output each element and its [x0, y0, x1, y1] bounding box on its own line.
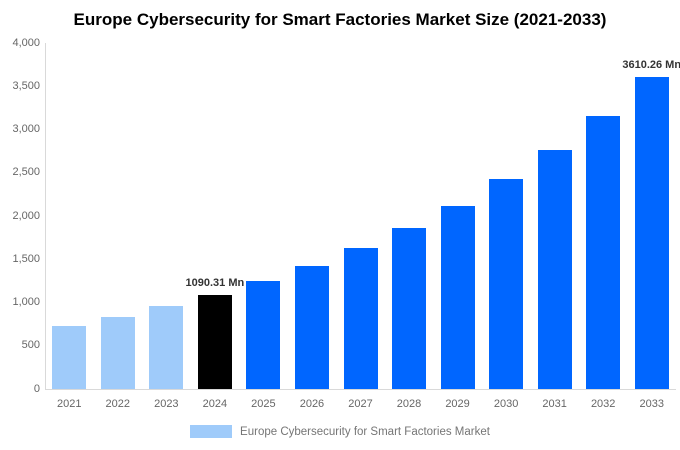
- y-axis-line: [45, 43, 46, 389]
- bar-2026[interactable]: [294, 266, 329, 389]
- x-tick-2027: 2027: [348, 398, 373, 410]
- y-tick-0: 0: [33, 382, 40, 395]
- bar-2021[interactable]: [52, 326, 87, 389]
- y-tick-2500: 2,500: [12, 166, 40, 179]
- x-axis-line: [45, 389, 676, 390]
- x-tick-2026: 2026: [299, 398, 325, 410]
- legend-label: Europe Cybersecurity for Smart Factories…: [240, 425, 490, 438]
- x-tick-2022: 2022: [105, 398, 131, 410]
- x-tick-2033: 2033: [639, 398, 664, 410]
- bar-2029[interactable]: [440, 206, 475, 389]
- bar-2024[interactable]: [197, 295, 232, 389]
- bar-2032[interactable]: [586, 116, 621, 389]
- x-tick-2023: 2023: [154, 398, 179, 410]
- y-tick-3500: 3,500: [12, 79, 40, 92]
- legend-item[interactable]: Europe Cybersecurity for Smart Factories…: [0, 425, 680, 438]
- data-label-2024: 1090.31 Mn: [185, 277, 245, 289]
- bar-2028[interactable]: [392, 228, 427, 389]
- data-label-2033: 3610.26 Mn: [622, 59, 680, 71]
- chart-title: Europe Cybersecurity for Smart Factories…: [73, 10, 607, 29]
- bar-2025[interactable]: [246, 281, 281, 389]
- bar-2031[interactable]: [537, 150, 572, 389]
- bar-2030[interactable]: [489, 179, 524, 389]
- x-tick-2021: 2021: [57, 398, 82, 410]
- y-tick-4000: 4,000: [12, 36, 40, 49]
- x-tick-2030: 2030: [493, 398, 519, 410]
- x-tick-2029: 2029: [445, 398, 470, 410]
- x-tick-2024: 2024: [202, 398, 228, 410]
- bar-2027[interactable]: [343, 248, 378, 389]
- y-tick-1500: 1,500: [12, 252, 40, 265]
- y-tick-2000: 2,000: [12, 209, 40, 222]
- x-tick-2032: 2032: [590, 398, 616, 410]
- y-tick-500: 500: [21, 339, 40, 352]
- x-tick-2025: 2025: [251, 398, 276, 410]
- bar-2023[interactable]: [149, 306, 184, 389]
- y-tick-3000: 3,000: [12, 123, 40, 135]
- y-tick-1000: 1,000: [12, 296, 40, 308]
- x-tick-2028: 2028: [396, 398, 422, 410]
- x-tick-2031: 2031: [542, 398, 567, 410]
- bar-2022[interactable]: [100, 317, 135, 389]
- legend-swatch-icon: [190, 425, 233, 438]
- bar-2033[interactable]: [634, 77, 669, 389]
